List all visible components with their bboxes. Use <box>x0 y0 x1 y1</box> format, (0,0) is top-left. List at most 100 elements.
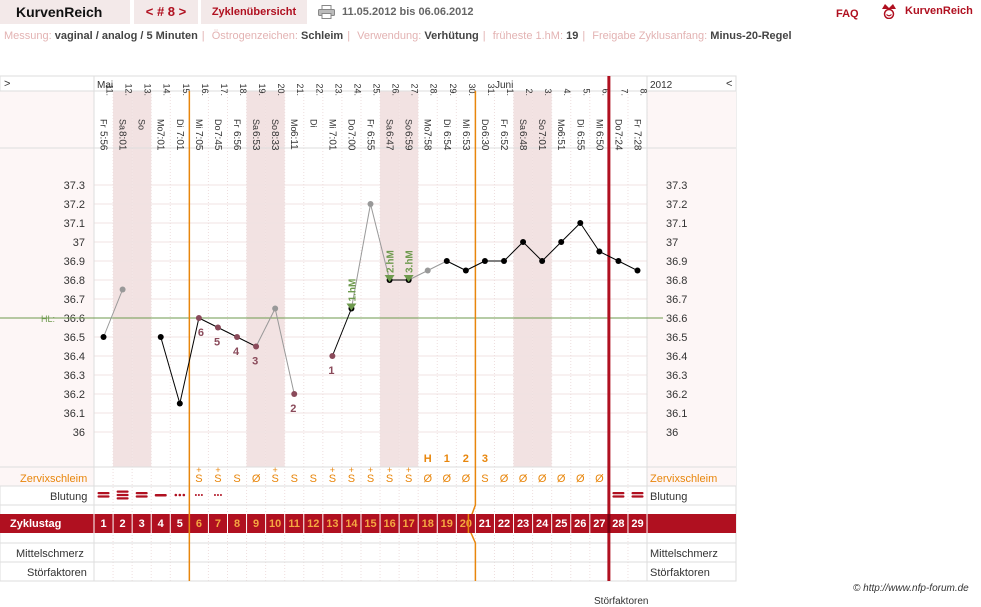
day-header-column[interactable]: 8. Fr 7:28 <box>631 88 648 150</box>
cycle-day-number[interactable]: 3 <box>139 518 145 530</box>
zervix-value[interactable]: Ø <box>595 473 604 485</box>
brand-name[interactable]: KurvenReich <box>905 5 973 17</box>
bleeding-spotting[interactable] <box>213 494 222 496</box>
cycle-day-number[interactable]: 20 <box>460 518 472 530</box>
temperature-point[interactable] <box>539 258 546 264</box>
cycle-overview-tab[interactable]: Zyklenübersicht <box>201 0 307 24</box>
day-header-column[interactable]: 16. Mi 7:05 <box>193 83 210 150</box>
day-header-column[interactable]: 6. Mi 6:50 <box>593 88 610 150</box>
cycle-day-number[interactable]: 9 <box>253 518 259 530</box>
cycle-day-number[interactable]: 5 <box>177 518 183 530</box>
temperature-point[interactable] <box>596 248 603 255</box>
bleeding-very-heavy[interactable] <box>116 490 129 500</box>
temperature-point[interactable] <box>424 267 431 274</box>
day-header-column[interactable]: 31. Do6:30 <box>479 83 496 150</box>
day-header-column[interactable]: 5. Di 6:55 <box>574 88 591 150</box>
zervix-value[interactable]: Ø <box>557 473 566 485</box>
cycle-day-number[interactable]: 19 <box>441 518 453 530</box>
temperature-point[interactable] <box>481 258 488 264</box>
cycle-day-number[interactable]: 4 <box>158 518 165 530</box>
bleeding-heavy[interactable] <box>135 492 148 498</box>
zervix-value[interactable]: S <box>348 473 355 485</box>
temperature-point[interactable] <box>119 286 126 293</box>
temperature-point[interactable] <box>234 334 241 340</box>
cycle-day-number[interactable]: 24 <box>536 518 549 530</box>
day-header-column[interactable]: 21. Mo6:11 <box>288 83 305 150</box>
day-header-column[interactable]: 24. Do7:00 <box>345 83 362 150</box>
day-header-column[interactable]: 17. Do7:45 <box>212 83 229 150</box>
zervix-value[interactable]: S <box>310 473 317 485</box>
cycle-day-number[interactable]: 6 <box>196 518 202 530</box>
day-header-column[interactable]: 19. Sa6:53 <box>250 83 267 150</box>
temperature-point[interactable] <box>558 239 565 245</box>
temperature-point[interactable] <box>329 353 336 359</box>
bleeding-spotting[interactable] <box>194 494 203 496</box>
zervix-value[interactable]: Ø <box>252 473 261 485</box>
temperature-point[interactable] <box>615 258 622 264</box>
cycle-day-number[interactable]: 13 <box>326 518 338 530</box>
cycle-navigation-tab[interactable]: < # 8 > <box>134 0 198 24</box>
cycle-day-number[interactable]: 29 <box>631 518 643 530</box>
day-header-column[interactable]: 11. Fr 5:56 <box>98 84 115 151</box>
temperature-point[interactable] <box>100 334 107 340</box>
temperature-point[interactable] <box>462 267 469 274</box>
day-header-column[interactable]: 26. Sa6:47 <box>384 83 401 150</box>
bleeding-medium[interactable] <box>154 494 167 497</box>
bleeding-heavy[interactable] <box>631 492 644 498</box>
cycle-day-number[interactable]: 14 <box>345 518 358 530</box>
bleeding-light[interactable] <box>174 493 186 497</box>
zervix-value[interactable]: Ø <box>443 473 452 485</box>
day-header-column[interactable]: 14. Mo7:01 <box>155 83 172 150</box>
cycle-day-number[interactable]: 2 <box>120 518 126 530</box>
zervix-value[interactable]: Ø <box>519 473 528 485</box>
app-title[interactable]: KurvenReich <box>0 0 130 24</box>
bleeding-heavy[interactable] <box>97 492 110 498</box>
day-header-column[interactable]: 22. Di <box>308 83 324 127</box>
day-header-column[interactable]: 27. So6:59 <box>403 83 420 150</box>
zervix-value[interactable]: S <box>233 473 240 485</box>
next-cycle-button[interactable]: < <box>726 78 732 90</box>
cycle-day-number[interactable]: 18 <box>422 518 434 530</box>
temperature-point[interactable] <box>214 324 221 331</box>
day-header-column[interactable]: 13. So <box>137 83 153 130</box>
day-header-column[interactable]: 7. Do7:24 <box>612 88 629 150</box>
day-header-column[interactable]: 1. Fr 6:52 <box>498 88 515 150</box>
cycle-day-number[interactable]: 25 <box>555 518 567 530</box>
cycle-day-number[interactable]: 10 <box>269 518 281 530</box>
temperature-point[interactable] <box>291 391 298 397</box>
cycle-day-number[interactable]: 15 <box>364 518 376 530</box>
day-header-column[interactable]: 12. Sa8:01 <box>117 83 134 150</box>
zervix-value[interactable]: S <box>271 473 278 485</box>
zervix-value[interactable]: S <box>214 473 221 485</box>
cycle-day-number[interactable]: 16 <box>383 518 395 530</box>
day-header-column[interactable]: 28. Mo7:58 <box>422 83 439 150</box>
zervix-value[interactable]: Ø <box>423 473 432 485</box>
cycle-day-number[interactable]: 28 <box>612 518 624 530</box>
temperature-point[interactable] <box>577 220 584 226</box>
temperature-point[interactable] <box>195 315 202 321</box>
day-header-column[interactable]: 3. So7:01 <box>536 88 553 150</box>
temperature-point[interactable] <box>634 267 641 274</box>
day-header-column[interactable]: 18. Fr 6:56 <box>231 83 248 150</box>
temperature-point[interactable] <box>367 201 374 207</box>
cycle-day-number[interactable]: 8 <box>234 518 240 530</box>
faq-link[interactable]: FAQ <box>836 8 859 20</box>
zervix-value[interactable]: Ø <box>538 473 547 485</box>
zervix-value[interactable]: S <box>195 473 202 485</box>
cycle-day-number[interactable]: 17 <box>403 518 415 530</box>
bleeding-heavy[interactable] <box>612 492 625 498</box>
cycle-day-number[interactable]: 7 <box>215 518 221 530</box>
cycle-day-number[interactable]: 23 <box>517 518 529 530</box>
day-header-column[interactable]: 20. So8:33 <box>269 83 286 150</box>
temperature-point[interactable] <box>501 258 508 264</box>
zervix-value[interactable]: S <box>367 473 374 485</box>
cycle-day-number[interactable]: 22 <box>498 518 510 530</box>
cycle-day-number[interactable]: 27 <box>593 518 605 530</box>
temperature-point[interactable] <box>253 343 260 350</box>
cycle-day-number[interactable]: 11 <box>288 518 300 530</box>
temperature-point[interactable] <box>272 305 279 312</box>
cycle-day-number[interactable]: 26 <box>574 518 586 530</box>
temperature-point[interactable] <box>176 400 183 407</box>
zervix-value[interactable]: S <box>481 473 488 485</box>
cycle-day-number[interactable]: 1 <box>100 518 106 530</box>
